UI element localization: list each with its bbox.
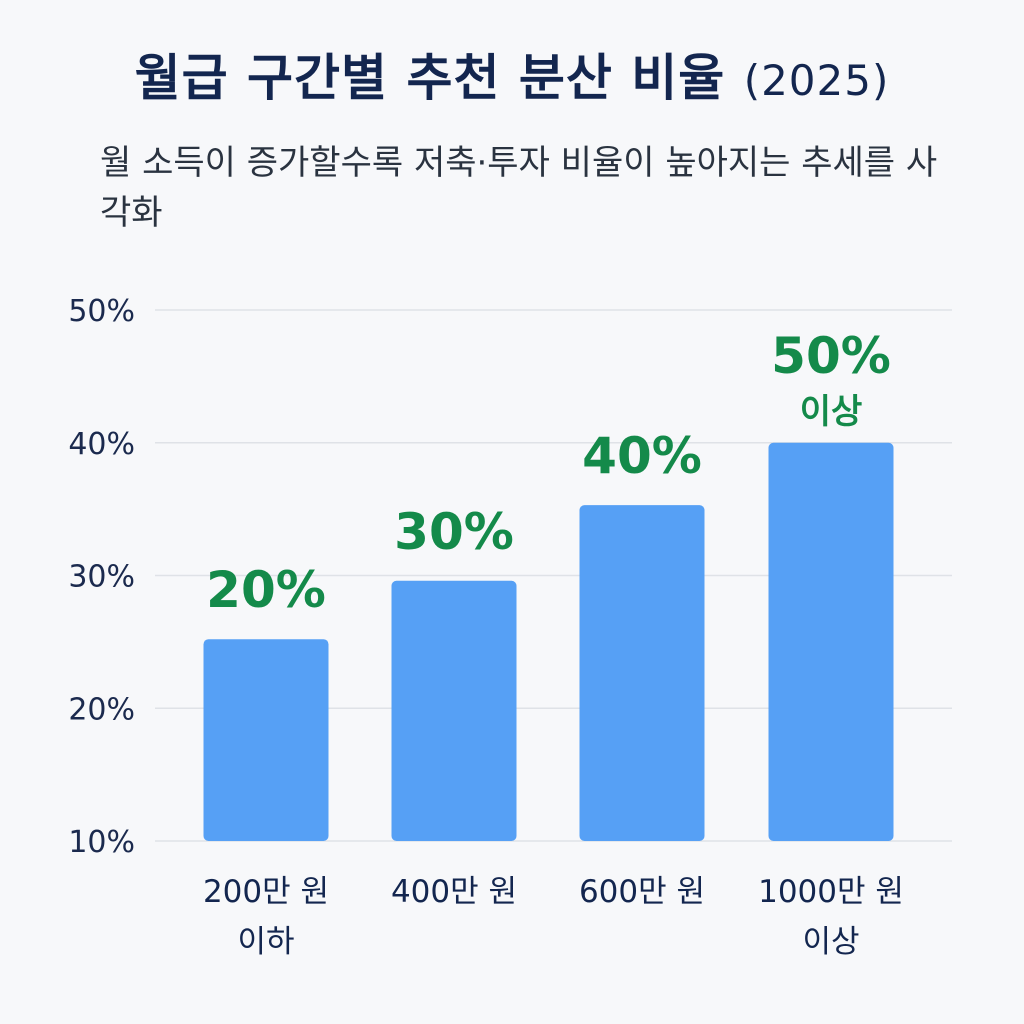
chart-title-year: (2025) [743,56,890,105]
y-tick-label: 50% [68,294,135,329]
category-label: 1000만 원 [758,874,904,910]
y-tick-label: 40% [68,427,135,462]
y-tick-label: 10% [68,825,135,860]
bar [768,442,894,841]
category-label: 600만 원 [579,874,705,910]
category-label: 이상 [802,924,859,960]
y-tick-label: 30% [68,560,135,595]
y-tick-label: 20% [68,692,135,727]
category-label: 200만 원 [203,874,329,910]
data-label: 40% [582,427,702,485]
data-label: 30% [394,503,514,561]
chart-title-text: 월급 구간별 추천 분산 비율 [134,49,726,107]
category-label: 이하 [237,924,294,960]
bar [579,505,705,841]
chart-title: 월급 구간별 추천 분산 비율 (2025) [0,38,1024,110]
chart-subtitle: 월 소득이 증가할수록 저축·투자 비율이 높아지는 추세를 사각화 [100,143,938,233]
bar [391,580,517,841]
bar-layer [203,442,894,841]
data-label-sub: 이상 [800,392,863,432]
label-layer: 10% 20% 30% 40% 50% 20% 200만 원이하 30% 400만 원 40% 60… [68,294,904,960]
data-label: 20% [206,561,326,619]
bar [203,639,329,841]
category-label: 400만 원 [391,874,517,910]
data-label: 50% [771,327,891,385]
